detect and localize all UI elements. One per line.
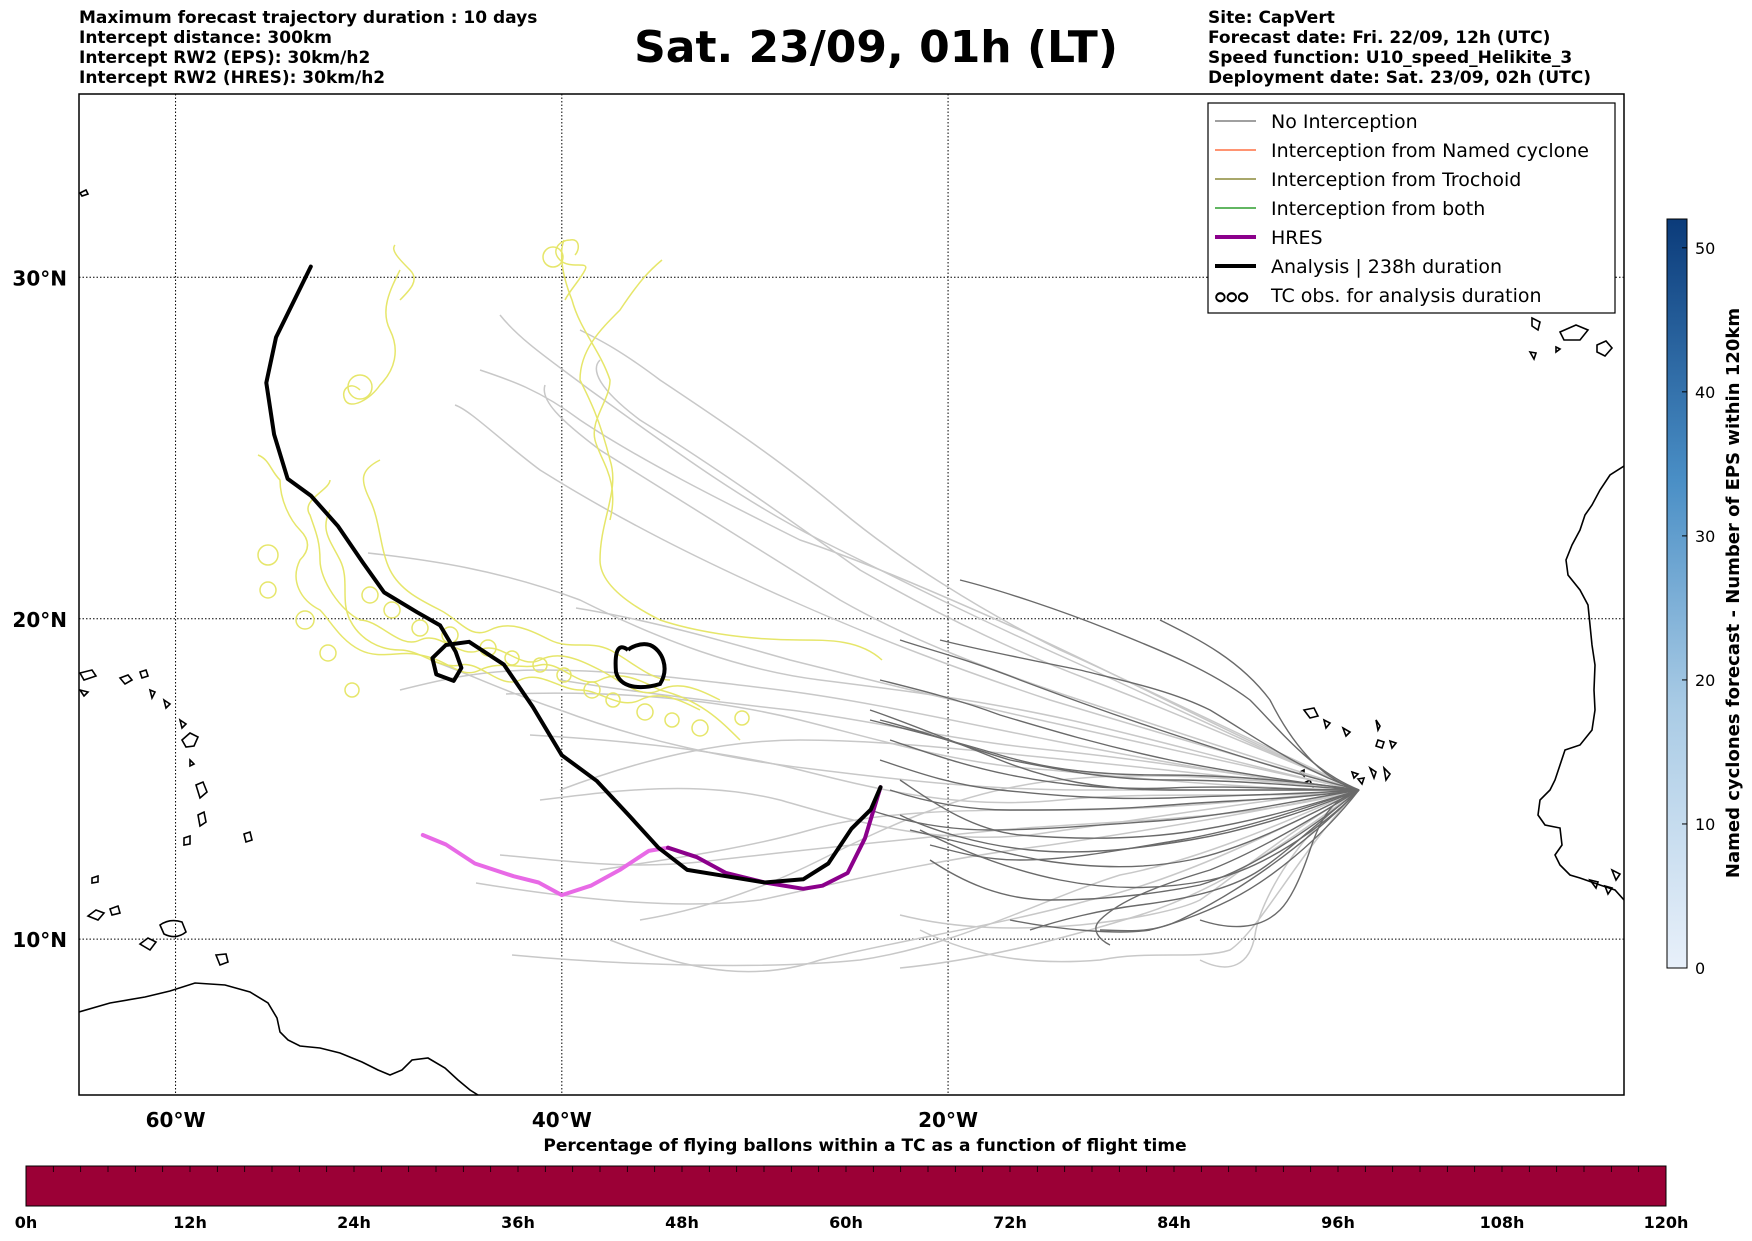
percentage-bar-tick-label: 120h (1644, 1213, 1689, 1232)
percentage-bar-tick-label: 0h (15, 1213, 38, 1232)
analysis-track (264, 264, 883, 885)
percentage-bar-tick-label: 84h (1157, 1213, 1191, 1232)
colorbar-tick-label: 30 (1695, 527, 1715, 546)
info-line: Site: CapVert (1208, 8, 1335, 28)
page-title: Sat. 23/09, 01h (LT) (634, 22, 1118, 73)
latitude-tick-label: 30°N (12, 266, 67, 290)
tc-obs-symbol-icon: ഠഠഠ (1214, 287, 1249, 307)
venezuela-islands (159, 919, 187, 938)
canary-islands (1528, 316, 1614, 361)
caribbean-island (91, 874, 99, 884)
analysis-track-line (264, 264, 883, 885)
info-line: Intercept RW2 (HRES): 30km/h2 (79, 68, 386, 88)
leeward-islands (79, 668, 196, 768)
latitude-labels: 30°N 20°N 10°N (12, 266, 67, 952)
percentage-bar-tick-label: 24h (337, 1213, 371, 1232)
guadeloupe-coastline (180, 732, 200, 748)
colorbar: 0 10 20 30 40 50 Named cyclones forecast - Nu… (1666, 218, 1744, 978)
bissagos-islands (1588, 868, 1622, 896)
colorbar-tick-label: 40 (1695, 383, 1715, 402)
info-line: Deployment date: Sat. 23/09, 02h (UTC) (1208, 68, 1592, 88)
trochoid-loops (257, 246, 750, 737)
legend-box (1207, 102, 1616, 314)
st-vincent-coastline (183, 834, 191, 846)
percentage-bar-title: Percentage of flying ballons within a TC… (543, 1136, 1186, 1156)
legend-label: Interception from Trochoid (1271, 169, 1521, 191)
map-frame (78, 93, 1625, 1096)
info-panel-left: Maximum forecast trajectory duration : 1… (79, 8, 537, 88)
colorbar-tick-label: 20 (1695, 671, 1715, 690)
percentage-bar-tick-label: 36h (501, 1213, 535, 1232)
longitude-labels: 60°W 40°W 20°W (146, 1108, 978, 1132)
eps-tracks-light (367, 314, 1360, 973)
info-line: Intercept distance: 300km (79, 28, 332, 48)
info-line: Maximum forecast trajectory duration : 1… (79, 8, 538, 28)
gridlines (79, 94, 1624, 1095)
percentage-bar-tick-label: 96h (1321, 1213, 1355, 1232)
percentage-bar-tick-label: 108h (1480, 1213, 1525, 1232)
latitude-tick-label: 10°N (12, 928, 67, 952)
info-panel-right: Site: CapVert Forecast date: Fri. 22/09,… (1208, 8, 1591, 88)
colorbar-label: Named cyclones forecast - Number of EPS … (1723, 308, 1744, 878)
bermuda-coastline (79, 188, 90, 197)
legend: No Interception Interception from Named c… (1207, 102, 1616, 314)
africa-coastline (1537, 465, 1624, 901)
hres-track-line-far (420, 833, 670, 898)
info-line: Forecast date: Fri. 22/09, 12h (UTC) (1208, 28, 1551, 48)
martinique-coastline (195, 780, 208, 800)
legend-label: Interception from Named cyclone (1271, 140, 1589, 162)
caribbean-island (108, 904, 121, 916)
trinidad-coastline (214, 953, 229, 967)
longitude-tick-label: 40°W (532, 1108, 592, 1132)
colorbar-tick-label: 10 (1695, 815, 1715, 834)
st-lucia-coastline (197, 810, 207, 828)
legend-label: No Interception (1271, 111, 1418, 133)
legend-label: Interception from both (1271, 198, 1485, 220)
legend-label: HRES (1271, 227, 1323, 249)
percentage-bar-tick-label: 12h (173, 1213, 207, 1232)
info-line: Intercept RW2 (EPS): 30km/h2 (79, 48, 371, 68)
percentage-bar-tick-label: 72h (993, 1213, 1027, 1232)
barbados-coastline (243, 830, 253, 844)
hres-track (420, 785, 883, 898)
south-america-coastline (79, 982, 479, 1095)
tobago-coastline (138, 937, 158, 952)
colorbar-gradient (1666, 218, 1688, 969)
caribbean-island (86, 909, 106, 921)
colorbar-tick-label: 0 (1695, 959, 1705, 978)
hres-track-line-near (666, 785, 883, 891)
legend-label: TC obs. for analysis duration (1270, 285, 1542, 307)
percentage-bar-fill (25, 1165, 1667, 1207)
percentage-bar-tick-label: 48h (665, 1213, 699, 1232)
info-line: Speed function: U10_speed_Helikite_3 (1208, 48, 1573, 68)
percentage-bar-tick-label: 60h (829, 1213, 863, 1232)
eps-tracks-dark (869, 579, 1360, 946)
legend-label: Analysis | 238h duration (1271, 256, 1502, 278)
latitude-tick-label: 20°N (12, 608, 67, 632)
longitude-tick-label: 20°W (918, 1108, 978, 1132)
analysis-loop (613, 642, 667, 690)
colorbar-tick-label: 50 (1695, 239, 1715, 258)
percentage-bar: Percentage of flying ballons within a TC… (15, 1136, 1689, 1232)
longitude-tick-label: 60°W (146, 1108, 206, 1132)
coastlines (79, 188, 1624, 1095)
